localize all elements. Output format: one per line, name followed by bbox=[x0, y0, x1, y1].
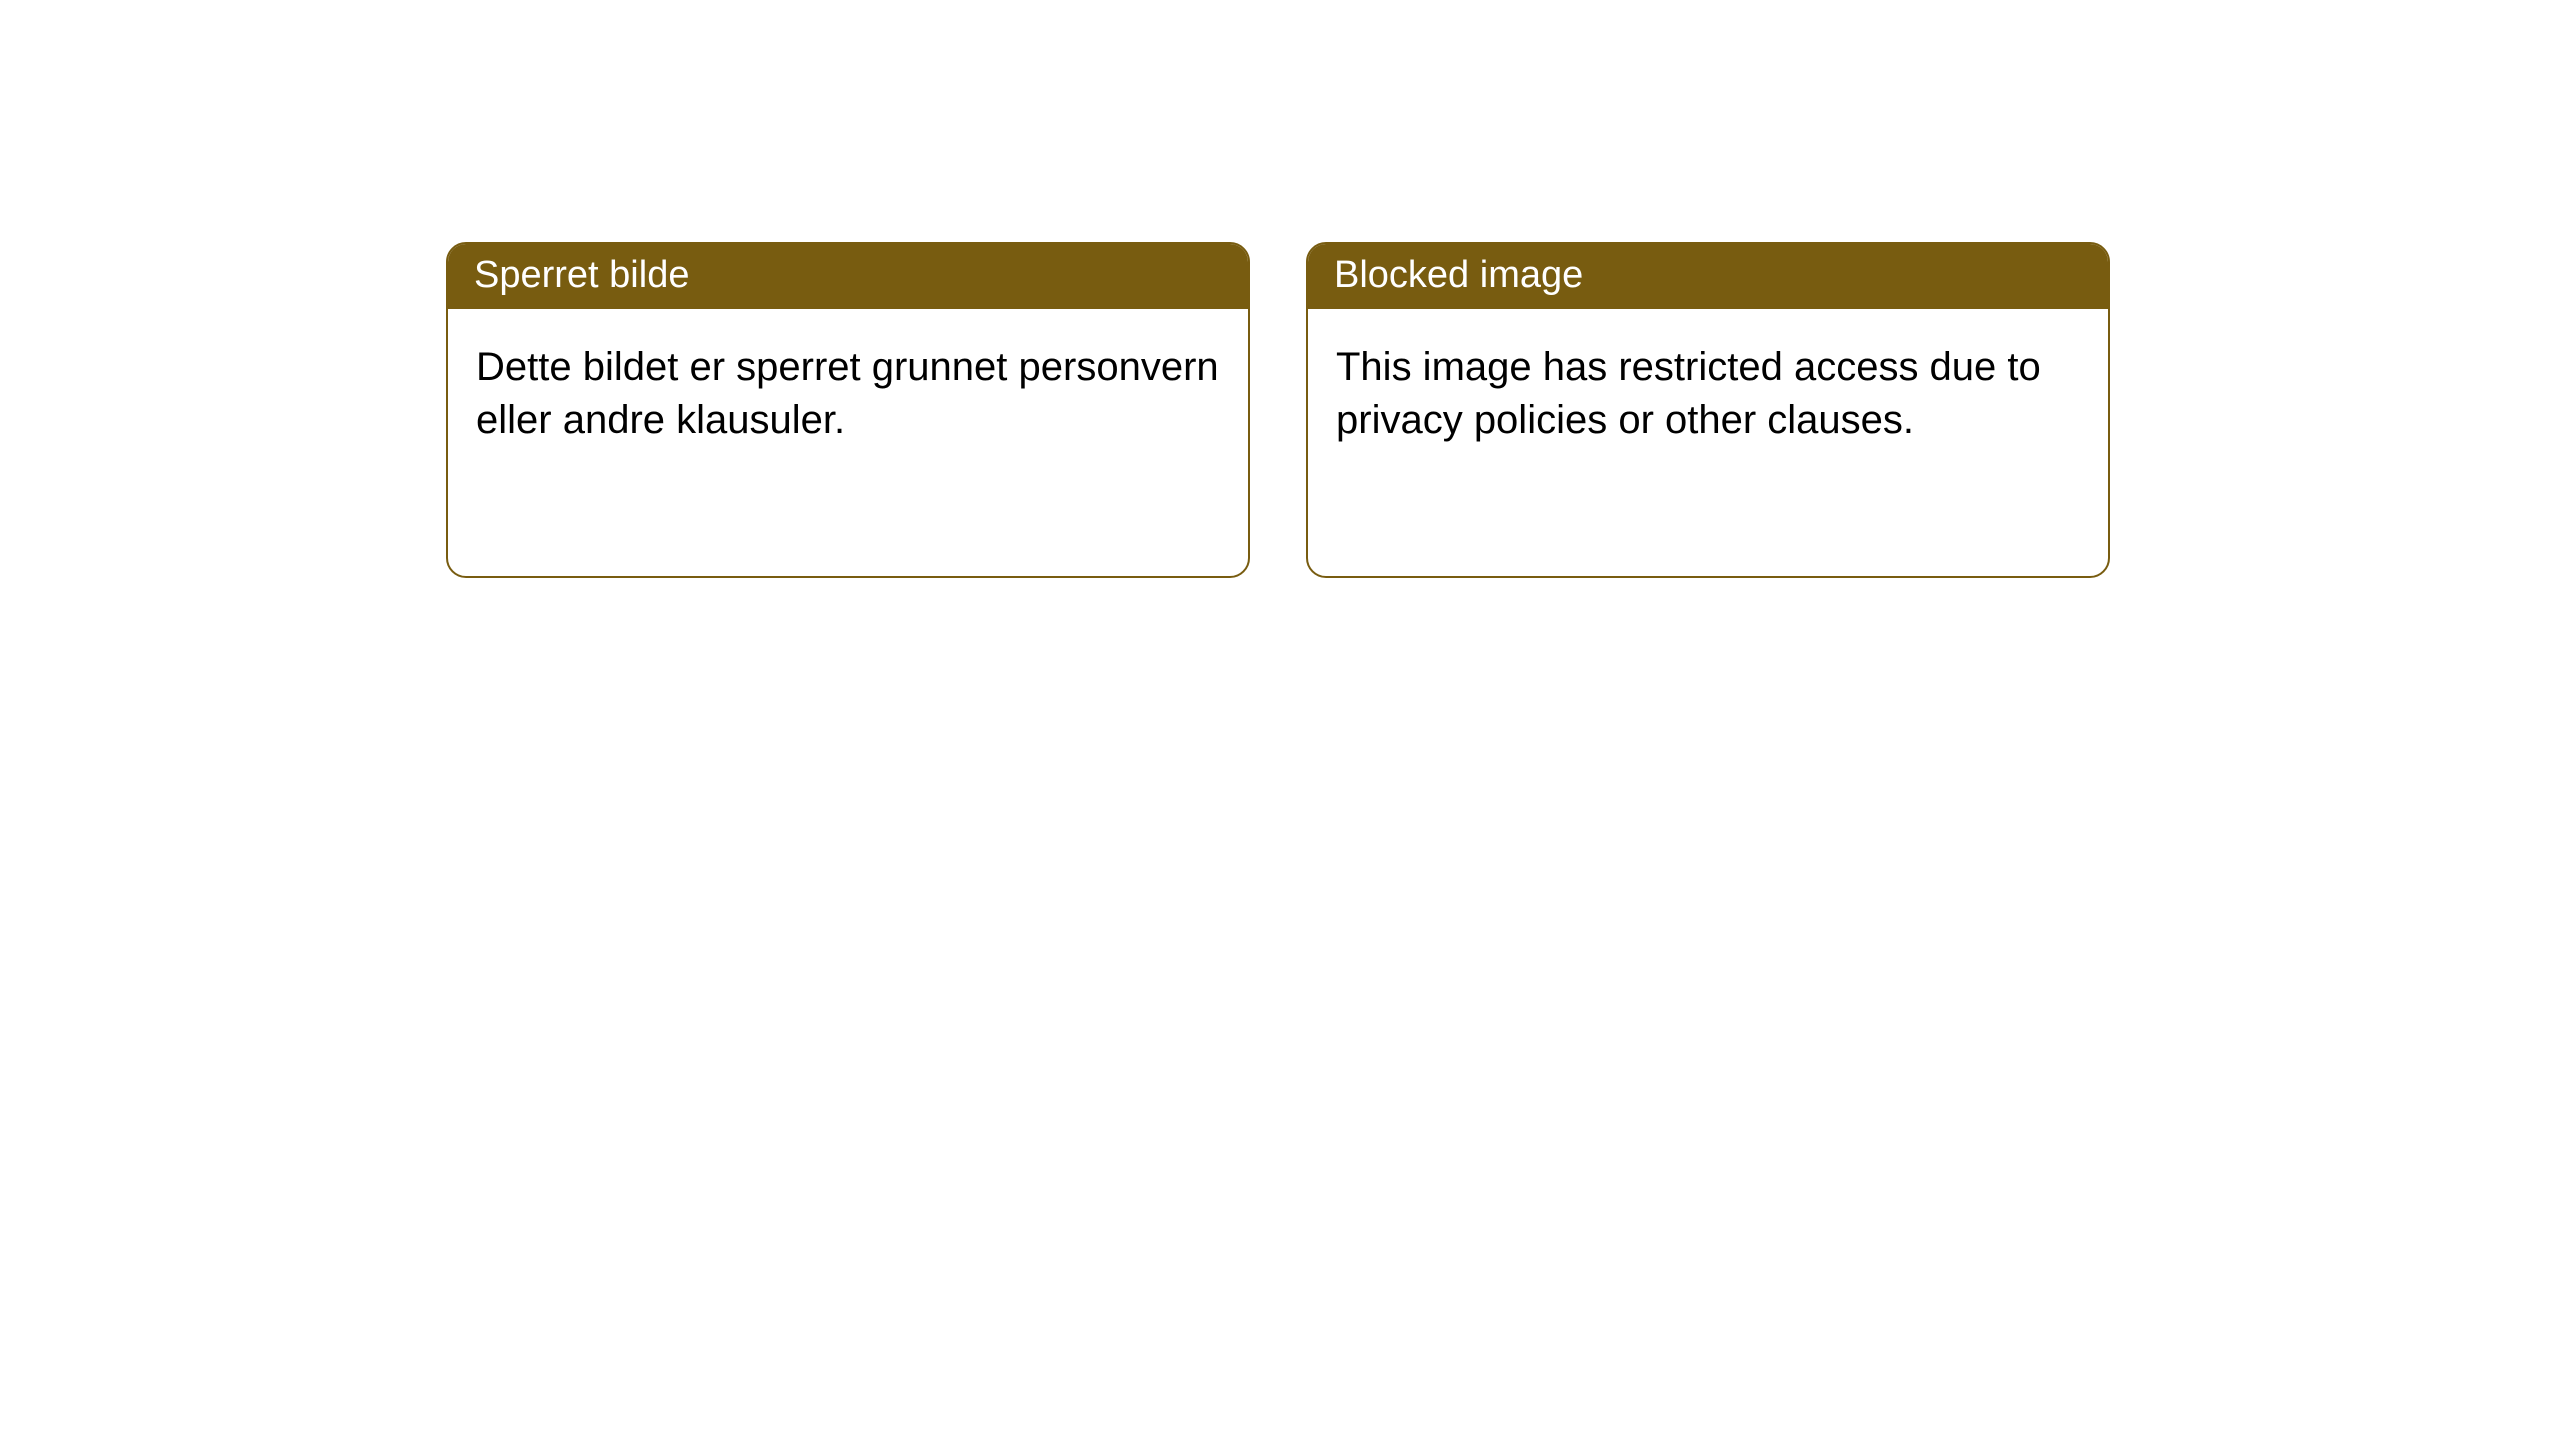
card-body-text: Dette bildet er sperret grunnet personve… bbox=[476, 345, 1219, 442]
card-body: This image has restricted access due to … bbox=[1308, 309, 2108, 479]
card-header: Blocked image bbox=[1308, 244, 2108, 309]
card-body: Dette bildet er sperret grunnet personve… bbox=[448, 309, 1248, 479]
card-header: Sperret bilde bbox=[448, 244, 1248, 309]
blocked-image-card-no: Sperret bilde Dette bildet er sperret gr… bbox=[446, 242, 1250, 578]
card-title: Sperret bilde bbox=[474, 254, 689, 296]
notice-container: Sperret bilde Dette bildet er sperret gr… bbox=[0, 0, 2560, 578]
card-body-text: This image has restricted access due to … bbox=[1336, 345, 2041, 442]
blocked-image-card-en: Blocked image This image has restricted … bbox=[1306, 242, 2110, 578]
card-title: Blocked image bbox=[1334, 254, 1583, 296]
